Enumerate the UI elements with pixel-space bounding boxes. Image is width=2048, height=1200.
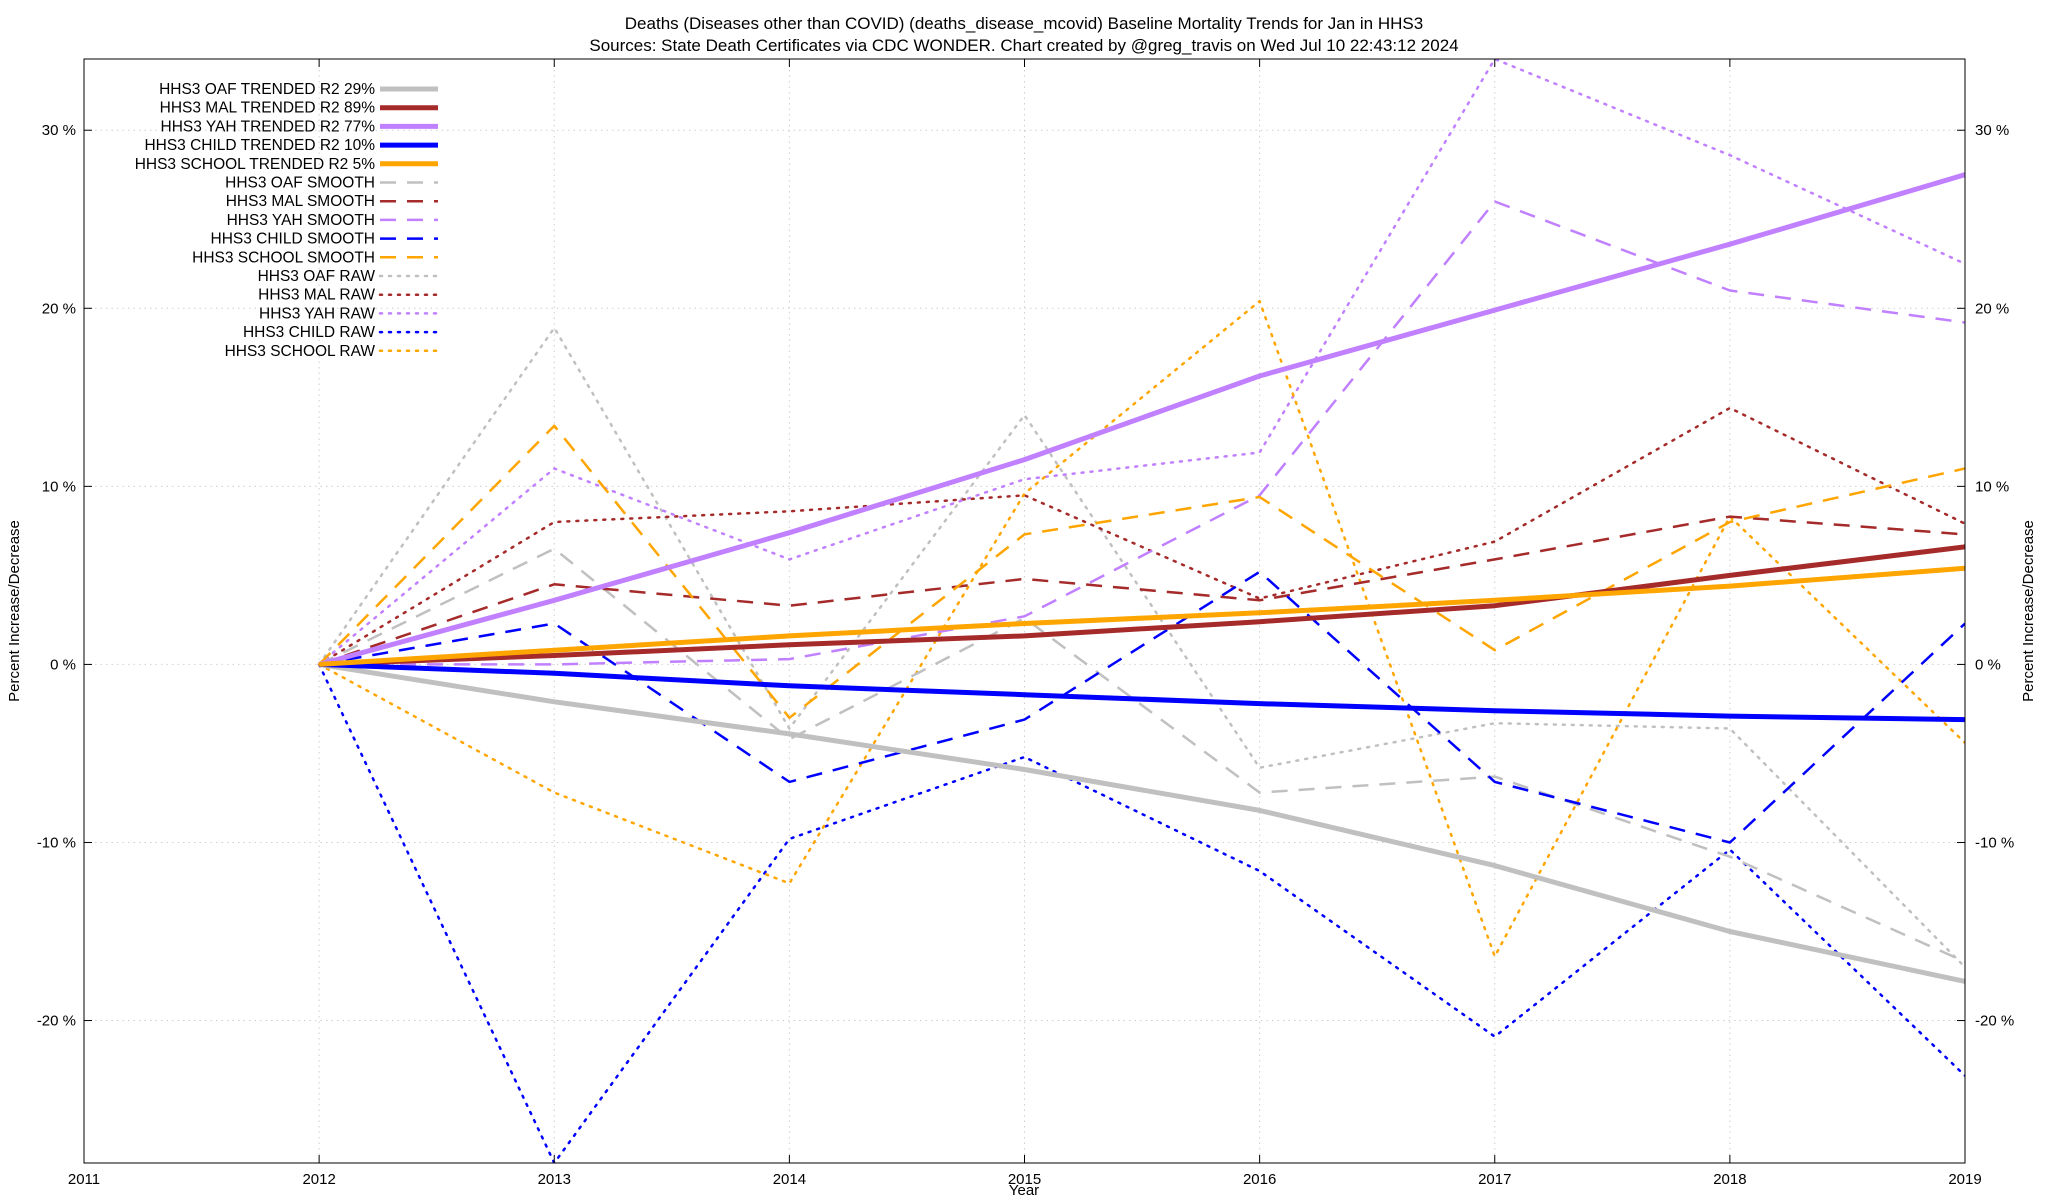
legend-label-hhs3-oaf-raw: HHS3 OAF RAW	[258, 268, 376, 285]
legend-label-hhs3-child-trended-r2-10: HHS3 CHILD TRENDED R2 10%	[144, 137, 375, 154]
series-line-hhs3-yah-raw	[317, 59, 1965, 666]
legend: HHS3 OAF TRENDED R2 29% HHS3 MAL TRENDED …	[135, 81, 440, 360]
y-tick-label-right: 0 %	[1975, 656, 2001, 673]
series-lines	[317, 59, 1965, 1163]
y-axis-title-left: Percent Increase/Decrease	[6, 520, 23, 702]
x-tick-label: 2016	[1243, 1171, 1276, 1188]
series-line-hhs3-yah-trended-r2-77	[318, 172, 1965, 667]
series-line-hhs3-child-raw	[317, 663, 1965, 1163]
y-tick-label-right: 20 %	[1975, 300, 2009, 317]
y-tick-label-right: 30 %	[1975, 122, 2009, 139]
y-tick-label-left: -10 %	[37, 834, 76, 851]
y-tick-label-right: -20 %	[1975, 1013, 2014, 1030]
y-tick-label-left: 20 %	[42, 300, 76, 317]
x-tick-label: 2019	[1948, 1171, 1981, 1188]
legend-label-hhs3-yah-smooth: HHS3 YAH SMOOTH	[227, 212, 375, 229]
series-line-hhs3-mal-trended-r2-89	[319, 544, 1965, 667]
series-line-hhs3-child-smooth	[318, 570, 1965, 844]
legend-label-hhs3-school-trended-r2-5: HHS3 SCHOOL TRENDED R2 5%	[135, 156, 376, 173]
series-line-hhs3-child-trended-r2-10	[319, 661, 1965, 723]
series-line-hhs3-oaf-trended-r2-29	[318, 661, 1965, 984]
axis-ticks: 2011 2012 2013 2014 2015 2016 2017 2018 2019 -20 …	[37, 59, 2014, 1188]
legend-label-hhs3-mal-trended-r2-89: HHS3 MAL TRENDED R2 89%	[160, 100, 376, 117]
legend-label-hhs3-school-raw: HHS3 SCHOOL RAW	[225, 343, 376, 360]
series-line-hhs3-oaf-raw	[317, 326, 1965, 969]
legend-label-hhs3-mal-raw: HHS3 MAL RAW	[258, 287, 375, 304]
y-axis-title-right: Percent Increase/Decrease	[2020, 520, 2037, 702]
x-tick-label: 2018	[1713, 1171, 1746, 1188]
y-tick-label-right: -10 %	[1975, 834, 2014, 851]
series-line-hhs3-school-trended-r2-5	[318, 565, 1965, 667]
series-line-hhs3-yah-smooth	[319, 200, 1965, 666]
x-axis-title: Year	[1009, 1182, 1039, 1199]
series-line-hhs3-mal-smooth	[318, 515, 1965, 666]
series-line-hhs3-mal-raw	[317, 406, 1965, 666]
legend-label-hhs3-child-smooth: HHS3 CHILD SMOOTH	[211, 231, 376, 248]
y-tick-label-left: -20 %	[37, 1013, 76, 1030]
grid	[83, 59, 1966, 1163]
legend-label-hhs3-oaf-trended-r2-29: HHS3 OAF TRENDED R2 29%	[159, 81, 375, 98]
x-tick-label: 2015	[1008, 1171, 1041, 1188]
y-tick-label-right: 10 %	[1975, 478, 2009, 495]
y-tick-label-left: 10 %	[42, 478, 76, 495]
x-tick-label: 2017	[1478, 1171, 1511, 1188]
legend-label-hhs3-school-smooth: HHS3 SCHOOL SMOOTH	[192, 249, 375, 266]
y-tick-label-left: 0 %	[50, 656, 76, 673]
x-tick-label: 2014	[773, 1171, 806, 1188]
chart-title-line2: Sources: State Death Certificates via CD…	[589, 36, 1458, 55]
legend-label-hhs3-oaf-smooth: HHS3 OAF SMOOTH	[225, 175, 375, 192]
y-tick-label-left: 30 %	[42, 122, 76, 139]
chart-title-line1: Deaths (Diseases other than COVID) (deat…	[625, 14, 1423, 33]
series-line-hhs3-school-raw	[317, 299, 1965, 958]
legend-label-hhs3-yah-trended-r2-77: HHS3 YAH TRENDED R2 77%	[161, 118, 376, 135]
x-tick-label: 2011	[68, 1171, 100, 1188]
x-tick-label: 2013	[538, 1171, 571, 1188]
legend-label-hhs3-yah-raw: HHS3 YAH RAW	[259, 305, 375, 322]
x-tick-label: 2012	[302, 1171, 335, 1188]
legend-label-hhs3-child-raw: HHS3 CHILD RAW	[243, 324, 375, 341]
series-line-hhs3-oaf-smooth	[318, 547, 1965, 963]
legend-label-hhs3-mal-smooth: HHS3 MAL SMOOTH	[226, 193, 375, 210]
